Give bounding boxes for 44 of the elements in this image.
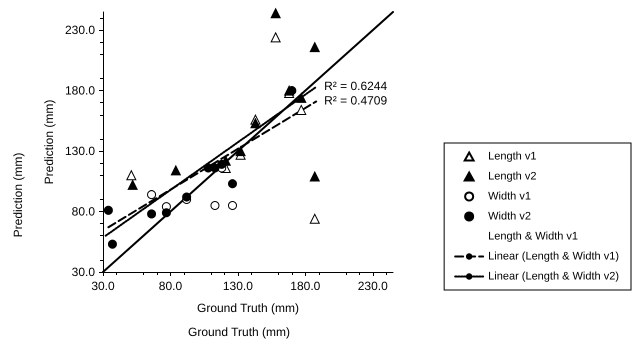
point bbox=[162, 208, 171, 218]
point bbox=[296, 104, 306, 115]
x-tick-label: 230.0 bbox=[358, 279, 388, 293]
x-tick-label: 80.0 bbox=[158, 279, 182, 293]
point bbox=[228, 200, 237, 210]
legend-label: Linear (Length & Width v2) bbox=[488, 270, 620, 282]
point bbox=[108, 240, 117, 249]
legend-label: Linear (Length & Width v1) bbox=[488, 250, 620, 262]
point bbox=[228, 179, 237, 188]
y-tick-label: 80.0 bbox=[72, 204, 96, 219]
x-tick-label: 130.0 bbox=[222, 279, 254, 293]
point bbox=[310, 214, 320, 224]
x-tick-label: 30.0 bbox=[91, 279, 115, 293]
point bbox=[270, 32, 281, 42]
point bbox=[236, 146, 246, 156]
y-tick-label: 130.0 bbox=[64, 144, 96, 158]
point bbox=[104, 206, 113, 215]
legend-label: Length v2 bbox=[488, 170, 536, 182]
point bbox=[296, 92, 306, 103]
x-tick-label: 180.0 bbox=[290, 279, 321, 293]
point bbox=[170, 165, 181, 176]
point bbox=[126, 170, 136, 180]
y-tick-label: 180.0 bbox=[64, 84, 96, 98]
annotation: R² = 0.4709 bbox=[324, 93, 388, 108]
legend-label: Length v1 bbox=[488, 150, 536, 162]
text: Ground Truth (mm) bbox=[188, 325, 290, 339]
annotation: R² = 0.6244 bbox=[324, 78, 388, 93]
point bbox=[147, 209, 156, 218]
legend-label: Length & Width v1 bbox=[488, 230, 578, 242]
point bbox=[310, 42, 320, 52]
y-tick-label: 30.0 bbox=[72, 265, 96, 279]
y-tick-label: 230.0 bbox=[64, 23, 96, 38]
point bbox=[128, 180, 138, 190]
point bbox=[210, 200, 220, 210]
legend-label: Width v2 bbox=[488, 210, 531, 222]
legend-label: Width v1 bbox=[488, 190, 531, 202]
point bbox=[310, 171, 320, 182]
y-axis-title: Prediction (mm) bbox=[42, 100, 56, 184]
point bbox=[270, 8, 281, 18]
x-axis-title: Ground Truth (mm) bbox=[196, 301, 300, 315]
point bbox=[217, 160, 226, 169]
text: Prediction (mm) bbox=[11, 152, 25, 238]
point bbox=[147, 190, 156, 200]
point bbox=[250, 118, 260, 128]
